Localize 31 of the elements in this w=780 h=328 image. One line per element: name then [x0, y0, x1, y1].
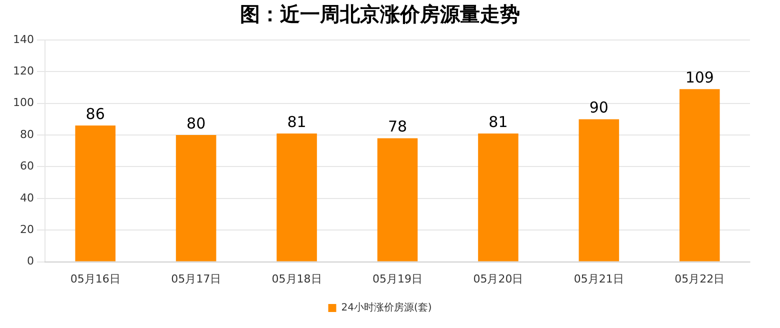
y-tick-label: 140 — [12, 32, 34, 46]
bar — [680, 89, 720, 262]
y-tick-label: 20 — [20, 222, 34, 236]
data-label: 80 — [186, 114, 206, 132]
x-tick-label: 05月21日 — [574, 272, 624, 286]
x-tick-label: 05月22日 — [674, 272, 725, 286]
data-label: 109 — [685, 68, 714, 87]
x-tick-label: 05月19日 — [372, 272, 422, 286]
bar — [176, 135, 216, 262]
y-tick-label: 80 — [20, 128, 34, 141]
bar — [478, 133, 518, 262]
data-label: 81 — [488, 112, 508, 131]
data-label: 81 — [287, 112, 306, 131]
y-tick-label: 100 — [12, 96, 34, 110]
y-tick-label: 40 — [20, 191, 34, 204]
x-tick-label: 05月20日 — [473, 272, 524, 286]
x-tick-label: 05月18日 — [272, 272, 322, 286]
data-label: 90 — [589, 98, 608, 117]
bar — [578, 119, 620, 262]
chart-title: 图：近一周北京涨价房源量走势 — [240, 2, 520, 26]
x-tick-label: 05月16日 — [70, 272, 120, 286]
legend-label: 24小时涨价房源(套) — [341, 302, 432, 314]
y-tick-label: 120 — [12, 64, 34, 78]
x-tick-label: 05月17日 — [171, 272, 222, 286]
data-label: 86 — [86, 104, 105, 123]
bar — [276, 133, 317, 262]
bar — [377, 138, 418, 262]
data-label: 78 — [388, 118, 408, 136]
y-tick-label: 60 — [20, 160, 34, 173]
bar — [75, 126, 116, 262]
y-tick-label: 0 — [26, 254, 34, 268]
